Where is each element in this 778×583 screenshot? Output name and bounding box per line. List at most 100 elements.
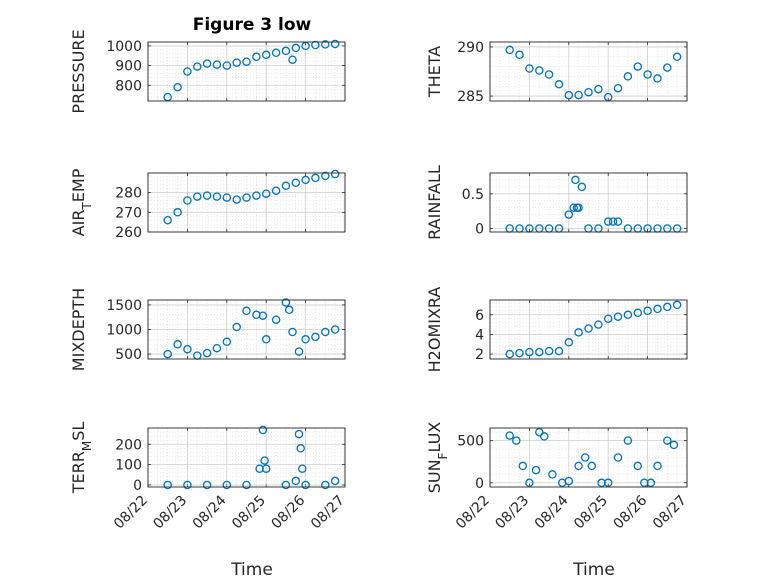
y-axis-label: H2OMIXRA [425, 287, 444, 373]
subplot-6: 2 4 6 H2OMIXRA [425, 287, 688, 373]
y-label-text: TERR [69, 451, 88, 494]
data-point [608, 217, 618, 226]
y-tick-label: 500 [115, 347, 142, 363]
data-point [653, 74, 662, 83]
subplot-2: 285 290 THETA [425, 40, 688, 105]
y-tick-label: 6 [475, 308, 484, 324]
data-point [258, 311, 268, 320]
data-point [574, 203, 583, 212]
subplot-4: 0 0.5 RAINFALL [425, 165, 688, 240]
data-point [623, 310, 633, 320]
data-point [222, 193, 232, 202]
data-point [672, 300, 682, 310]
data-point [232, 322, 241, 332]
data-point [163, 480, 172, 490]
plot-area [148, 428, 345, 487]
data-point [212, 343, 222, 353]
data-point [548, 470, 557, 479]
data-point [222, 337, 232, 347]
data-point [512, 436, 521, 445]
data-point [296, 444, 305, 453]
y-tick-label: 0 [475, 222, 484, 238]
x-tick-label: 08/24 [532, 492, 572, 532]
axes-box [489, 299, 688, 360]
data-point [643, 70, 652, 79]
x-tick-label: 08/27 [308, 493, 348, 533]
data-point [669, 440, 679, 450]
data-point [584, 324, 593, 333]
data-point [291, 43, 301, 53]
data-point [212, 192, 222, 201]
x-tick-label: 08/26 [611, 492, 651, 532]
data-point [330, 325, 340, 334]
y-label-text: PRESSURE [69, 29, 88, 113]
data-point [232, 195, 241, 204]
x-tick-label: 08/24 [190, 492, 230, 532]
plot-area [490, 173, 687, 232]
axes-box [489, 427, 688, 488]
data-point [281, 46, 291, 56]
data-point [577, 182, 587, 192]
x-tick-label: 08/25 [571, 493, 611, 533]
data-point [261, 189, 271, 198]
data-point [535, 427, 544, 437]
subplot-1: 800 900 1000 PRESSURE [69, 29, 346, 114]
figure-title: Figure 3 low [193, 15, 312, 35]
y-tick-label: 500 [457, 434, 484, 450]
data-point [672, 52, 682, 62]
y-label-subscript: M [80, 441, 94, 451]
data-point [623, 436, 633, 445]
y-axis-label: SUNFLUX [425, 422, 450, 494]
y-tick-label: 290 [457, 40, 484, 56]
data-point [603, 217, 613, 226]
data-point [580, 453, 590, 462]
data-point [301, 480, 310, 490]
data-point [183, 480, 192, 490]
data-point [260, 456, 269, 465]
data-point [202, 480, 212, 490]
x-tick-label: 08/22 [111, 493, 151, 533]
axes-box [489, 172, 688, 233]
data-point [518, 461, 528, 471]
data-point [258, 425, 268, 435]
data-point [505, 431, 514, 440]
data-point [613, 83, 623, 93]
data-point [515, 50, 524, 60]
data-point [623, 72, 633, 81]
data-point [284, 305, 294, 315]
data-point [232, 58, 241, 67]
data-point [633, 308, 643, 318]
data-point [271, 48, 281, 58]
data-point [525, 64, 534, 73]
x-axis-label-right: Time [572, 560, 615, 580]
data-point [574, 90, 583, 100]
data-point [183, 196, 192, 205]
data-point [603, 478, 613, 488]
data-point [261, 335, 271, 344]
y-label-text: EMP [69, 168, 88, 202]
data-point [212, 60, 222, 69]
data-point [271, 315, 281, 324]
data-point [202, 59, 212, 68]
data-point [291, 178, 301, 188]
data-point [222, 61, 232, 70]
data-point [281, 480, 291, 490]
data-point [330, 476, 340, 486]
y-tick-label: 0.5 [462, 187, 484, 203]
x-tick-label: 08/26 [269, 492, 309, 532]
y-label-text: THETA [425, 46, 444, 98]
data-point [291, 476, 301, 486]
data-point [525, 347, 534, 357]
data-point [574, 461, 583, 471]
data-point [173, 340, 182, 349]
data-point [594, 320, 603, 329]
y-tick-label: 2 [475, 347, 484, 363]
data-point [163, 349, 172, 359]
y-label-subscript: F [436, 452, 450, 459]
data-point [330, 169, 340, 179]
y-tick-label: 0 [133, 478, 142, 494]
y-tick-label: 200 [115, 437, 142, 453]
y-label-text: SL [69, 422, 88, 441]
data-point [505, 45, 514, 55]
